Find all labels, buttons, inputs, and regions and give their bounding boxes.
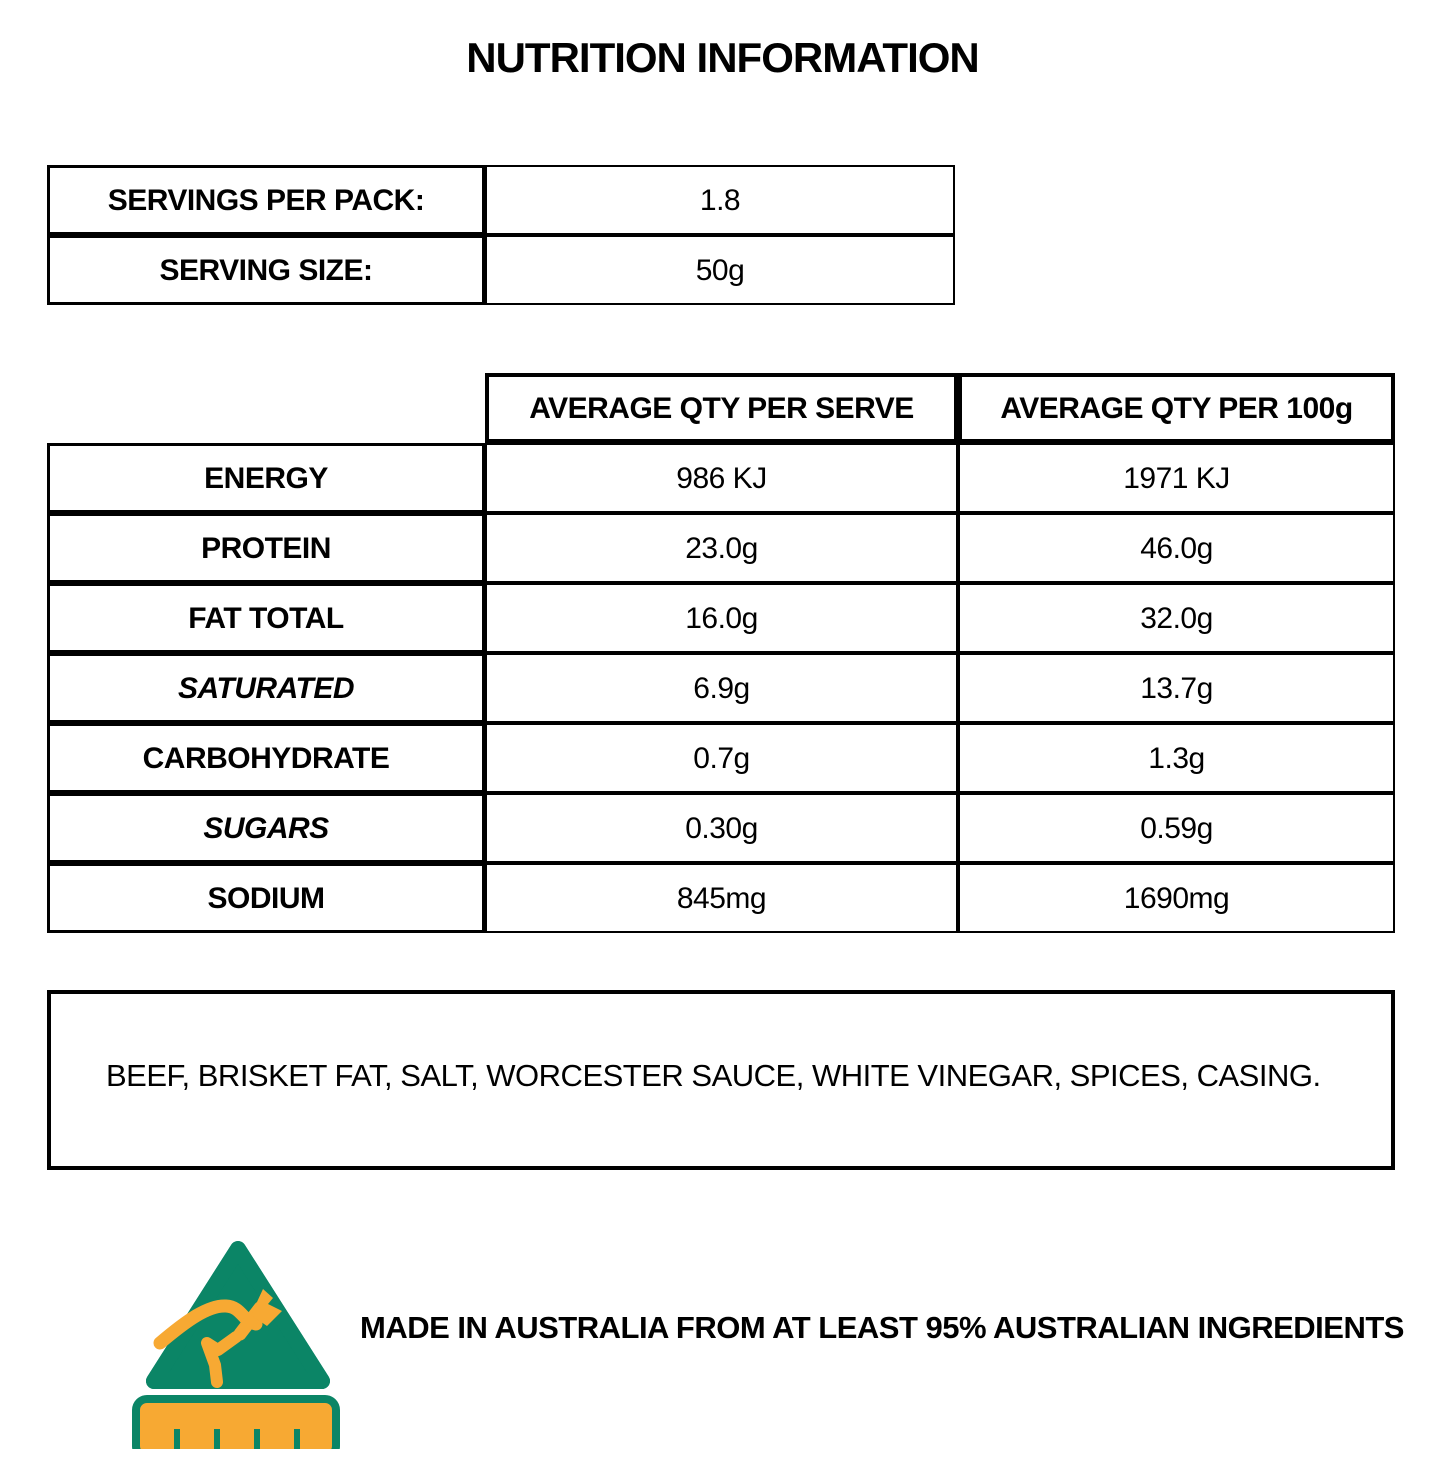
nutrient-label-sugars: SUGARS [47,793,485,863]
kangaroo-head [251,1289,282,1326]
ingredients-text: BEEF, BRISKET FAT, SALT, WORCESTER SAUCE… [106,1058,1321,1093]
nutrient-label-energy: ENERGY [47,443,485,513]
sugars-per-100g: 0.59g [958,793,1395,863]
kangaroo-legs [201,1331,242,1388]
protein-per-serve: 23.0g [485,513,958,583]
servings-per-pack-label: SERVINGS PER PACK: [47,165,485,235]
serving-size-label: SERVING SIZE: [47,235,485,305]
nutrition-table: AVERAGE QTY PER SERVE AVERAGE QTY PER 10… [47,373,1395,933]
origin-statement: MADE IN AUSTRALIA FROM AT LEAST 95% AUST… [360,1310,1404,1345]
fat-total-per-serve: 16.0g [485,583,958,653]
sodium-per-100g: 1690mg [958,863,1395,933]
nutrient-label-fat-total: FAT TOTAL [47,583,485,653]
ruler-ticks [174,1429,300,1454]
table-corner-spacer [47,373,485,443]
carbohydrate-per-100g: 1.3g [958,723,1395,793]
page-title: NUTRITION INFORMATION [466,34,980,81]
nutrient-label-protein: PROTEIN [47,513,485,583]
australian-made-logo-svg [132,1241,340,1461]
saturated-per-100g: 13.7g [958,653,1395,723]
energy-per-100g: 1971 KJ [958,443,1395,513]
ruler-bar-icon [132,1395,340,1461]
serving-size-value: 50g [485,235,955,305]
servings-per-pack-value: 1.8 [485,165,955,235]
sugars-per-serve: 0.30g [485,793,958,863]
sodium-per-serve: 845mg [485,863,958,933]
fat-total-per-100g: 32.0g [958,583,1395,653]
ingredients-box: BEEF, BRISKET FAT, SALT, WORCESTER SAUCE… [47,990,1395,1170]
carbohydrate-per-serve: 0.7g [485,723,958,793]
servings-table: SERVINGS PER PACK: 1.8 SERVING SIZE: 50g [47,165,955,305]
protein-per-100g: 46.0g [958,513,1395,583]
saturated-per-serve: 6.9g [485,653,958,723]
column-header-per-serve: AVERAGE QTY PER SERVE [485,373,958,443]
energy-per-serve: 986 KJ [485,443,958,513]
australian-made-logo [130,1233,346,1461]
nutrient-label-carbohydrate: CARBOHYDRATE [47,723,485,793]
origin-row: MADE IN AUSTRALIA FROM AT LEAST 95% AUST… [130,1232,1410,1461]
column-header-per-100g: AVERAGE QTY PER 100g [958,373,1395,443]
nutrient-label-saturated: SATURATED [47,653,485,723]
nutrient-label-sodium: SODIUM [47,863,485,933]
